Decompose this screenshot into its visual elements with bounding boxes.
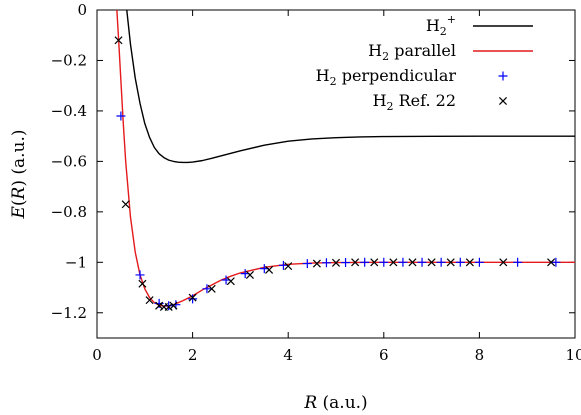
data-point-cross (114, 36, 123, 45)
legend-entry: H2 Ref. 22 (373, 91, 508, 113)
chart-axes (96, 9, 576, 339)
data-point-cross (446, 258, 455, 267)
data-point-cross (226, 277, 235, 286)
data-point-cross (265, 265, 274, 274)
y-tick-label: −0.6 (51, 152, 87, 170)
data-point-plus (551, 257, 561, 267)
data-point-plus (474, 257, 484, 267)
tick-labels: 0 2 4 6 8 10 0 −0.2 −0.4 −0.6 −0.8 −1 −1.2 (51, 1, 581, 364)
y-tick-label: −0.4 (51, 102, 87, 120)
data-point-cross (408, 258, 417, 267)
series-3 (114, 36, 556, 311)
data-point-plus (417, 257, 427, 267)
data-point-plus (321, 258, 331, 268)
data-point-cross (245, 270, 254, 279)
legend-marker-sample (498, 71, 508, 81)
x-axis-label: R (a.u.) (303, 393, 367, 413)
data-point-cross (499, 258, 508, 267)
data-point-cross (155, 301, 164, 310)
data-point-cross (121, 200, 130, 209)
legend-label: H2 perpendicular (316, 66, 457, 88)
data-point-plus (436, 257, 446, 267)
legend: H2+ H2 parallel H2 perpendicular H2 Ref. 22 (316, 13, 533, 113)
y-tick-label: −1 (65, 253, 87, 271)
data-point-plus (135, 270, 145, 280)
y-tick-label: −0.8 (51, 203, 87, 221)
x-tick-label: 0 (92, 346, 102, 364)
data-point-cross (312, 259, 321, 268)
legend-entry: H2 perpendicular (316, 66, 508, 88)
data-point-cross (284, 262, 293, 271)
x-tick-label: 2 (188, 346, 198, 364)
x-tick-label: 10 (565, 346, 581, 364)
data-point-cross (331, 258, 341, 267)
legend-label: H2+ (426, 13, 456, 38)
data-point-plus (360, 257, 370, 267)
x-tick-label: 6 (379, 346, 389, 364)
data-point-cross (389, 258, 398, 267)
legend-label: H2 parallel (368, 41, 456, 63)
x-tick-label: 4 (283, 346, 293, 364)
data-point-plus (202, 284, 212, 294)
data-point-plus (341, 258, 351, 268)
data-point-cross (370, 258, 379, 267)
data-point-plus (455, 257, 465, 267)
data-point-plus (278, 260, 288, 270)
legend-marker-sample (498, 96, 508, 106)
data-point-cross (547, 258, 556, 267)
data-point-plus (513, 257, 523, 267)
tick-marks (96, 9, 576, 338)
data-point-cross (351, 258, 360, 267)
x-tick-label: 8 (475, 346, 485, 364)
y-tick-label: 0 (77, 1, 87, 19)
data-point-plus (154, 298, 164, 308)
data-point-cross (207, 284, 216, 293)
data-point-cross (188, 293, 197, 302)
y-tick-label: −0.2 (51, 51, 87, 69)
series-0 (126, 10, 575, 164)
data-point-cross (427, 258, 436, 267)
data-point-plus (398, 257, 408, 267)
data-point-cross (465, 258, 474, 267)
plot-frame (96, 9, 576, 339)
data-point-cross (164, 302, 173, 311)
legend-entry: H2 parallel (368, 41, 533, 63)
data-point-plus (116, 111, 126, 121)
data-point-plus (379, 257, 389, 267)
legend-label: H2 Ref. 22 (373, 91, 456, 113)
legend-entry: H2+ (426, 13, 533, 38)
data-point-plus (188, 294, 198, 304)
data-point-cross (145, 296, 154, 305)
y-axis-label: E(R) (a.u.) (9, 129, 29, 219)
y-tick-label: −1.2 (51, 304, 87, 322)
data-point-cross (169, 301, 178, 310)
series-layer (114, 10, 575, 311)
data-point-plus (302, 259, 312, 269)
data-point-cross (138, 279, 147, 288)
series-line (126, 10, 575, 164)
series-2 (116, 111, 561, 311)
